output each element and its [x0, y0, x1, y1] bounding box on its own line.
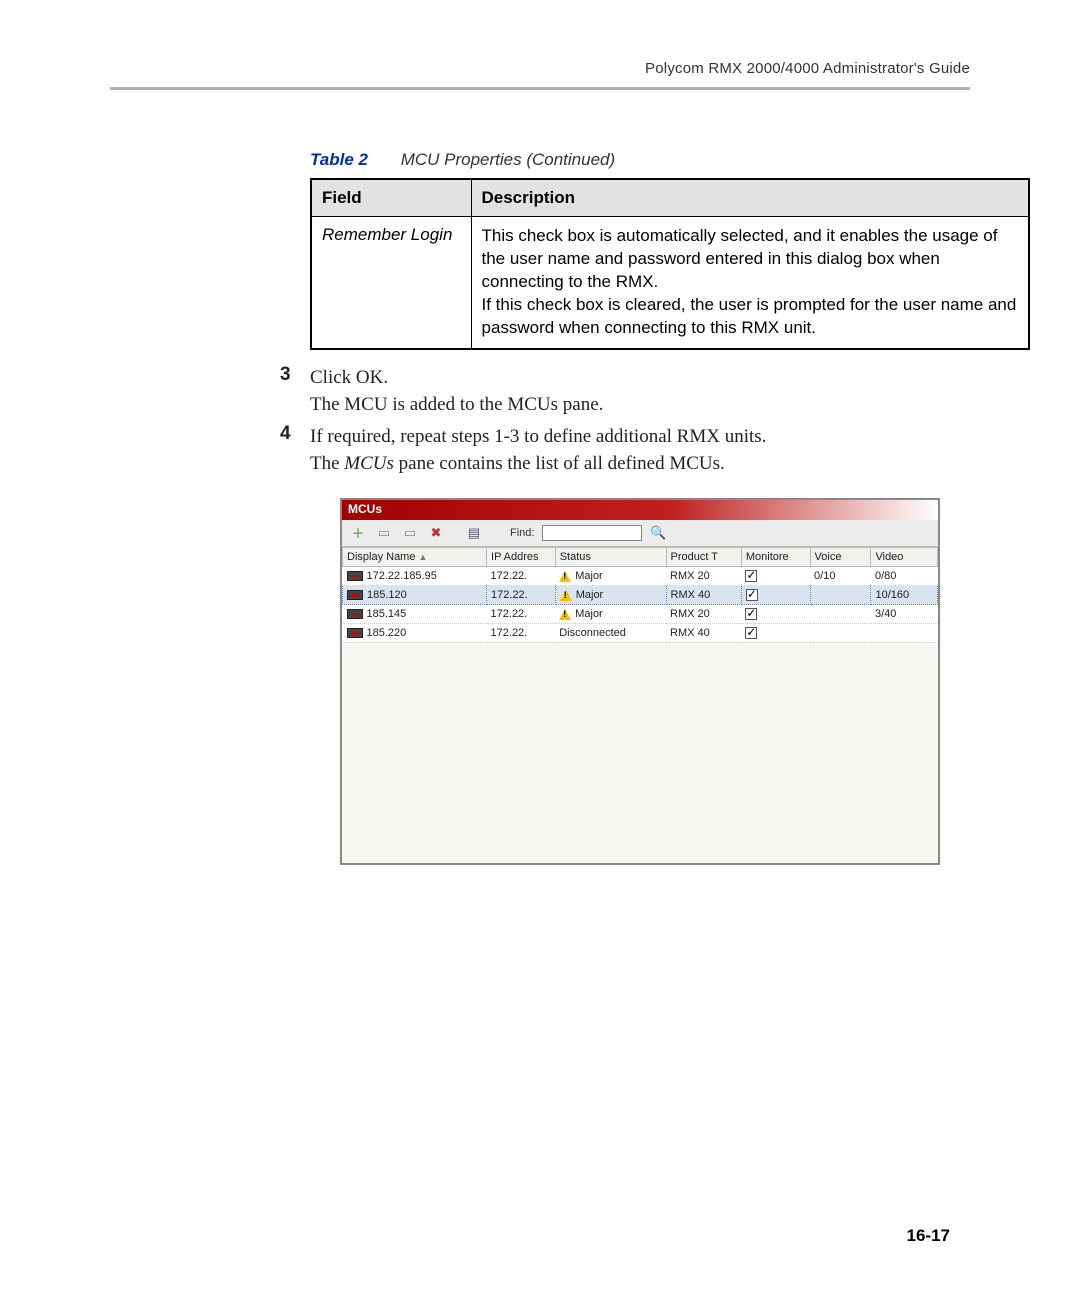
warning-icon — [559, 609, 571, 620]
hdr-video[interactable]: Video — [871, 547, 938, 566]
find-input[interactable] — [542, 525, 642, 541]
col-description: Description — [471, 179, 1029, 217]
monitored-checkbox[interactable] — [745, 608, 757, 620]
hdr-voice[interactable]: Voice — [810, 547, 871, 566]
search-icon[interactable]: 🔍 — [648, 524, 668, 542]
device-icon — [347, 590, 363, 600]
cell-field: Remember Login — [311, 217, 471, 349]
step4-line2-post: pane contains the list of all defined MC… — [394, 453, 725, 474]
header-guide-title: Polycom RMX 2000/4000 Administrator's Gu… — [110, 60, 970, 77]
hdr-status[interactable]: Status — [555, 547, 666, 566]
find-label: Find: — [510, 527, 534, 539]
monitored-checkbox[interactable] — [745, 627, 757, 639]
hdr-monitored[interactable]: Monitore — [741, 547, 810, 566]
monitored-checkbox[interactable] — [745, 570, 757, 582]
steps: 3 Click OK. The MCU is added to the MCUs… — [280, 364, 970, 478]
delete-icon[interactable]: ✖ — [426, 524, 446, 542]
panel-toolbar: ＋ ▭ ▭ ✖ ▤ Find: 🔍 — [342, 520, 938, 547]
props-icon[interactable]: ▤ — [464, 524, 484, 542]
monitored-checkbox[interactable] — [746, 589, 758, 601]
step4-line2: The MCUs pane contains the list of all d… — [310, 450, 970, 478]
hdr-product[interactable]: Product T — [666, 547, 741, 566]
step4-line2-pre: The — [310, 453, 344, 474]
table-caption: Table 2 MCU Properties (Continued) — [310, 150, 970, 170]
col-field: Field — [311, 179, 471, 217]
mcus-panel: MCUs ＋ ▭ ▭ ✖ ▤ Find: 🔍 Display Nam — [340, 498, 940, 865]
page-number: 16-17 — [907, 1226, 950, 1246]
table-row[interactable]: 185.120172.22.MajorRMX 4010/160 — [343, 585, 938, 604]
table-title: MCU Properties (Continued) — [401, 150, 615, 169]
device-icon — [347, 609, 363, 619]
desc-p1: This check box is automatically selected… — [482, 226, 998, 291]
table-row[interactable]: 172.22.185.95172.22.MajorRMX 200/100/80 — [343, 566, 938, 585]
hdr-display-name[interactable]: Display Name ▲ — [343, 547, 487, 566]
mcus-grid: Display Name ▲ IP Addres Status Product … — [342, 547, 938, 643]
step3-num: 3 — [280, 364, 310, 419]
cell-description: This check box is automatically selected… — [471, 217, 1029, 349]
grid-empty-area — [342, 643, 938, 863]
step4-line2-italic: MCUs — [344, 453, 394, 474]
device-icon — [347, 571, 363, 581]
warning-icon — [559, 571, 571, 582]
properties-table: Field Description Remember Login This ch… — [310, 178, 1030, 350]
device-icon — [347, 628, 363, 638]
table-row[interactable]: 185.220172.22.DisconnectedRMX 40 — [343, 624, 938, 643]
copy-icon[interactable]: ▭ — [400, 524, 420, 542]
hdr-ip[interactable]: IP Addres — [487, 547, 556, 566]
step3-line1: Click OK. — [310, 364, 970, 392]
panel-title: MCUs — [342, 500, 938, 520]
step4-num: 4 — [280, 423, 310, 478]
table-label: Table 2 — [310, 150, 368, 169]
header-rule — [110, 87, 970, 90]
table-row[interactable]: 185.145172.22.MajorRMX 203/40 — [343, 605, 938, 624]
add-icon[interactable]: ＋ — [348, 524, 368, 542]
step4-line1: If required, repeat steps 1-3 to define … — [310, 423, 970, 451]
step3-line2: The MCU is added to the MCUs pane. — [310, 391, 970, 419]
warning-icon — [560, 590, 572, 601]
remove-icon[interactable]: ▭ — [374, 524, 394, 542]
desc-p2: If this check box is cleared, the user i… — [482, 295, 1017, 337]
